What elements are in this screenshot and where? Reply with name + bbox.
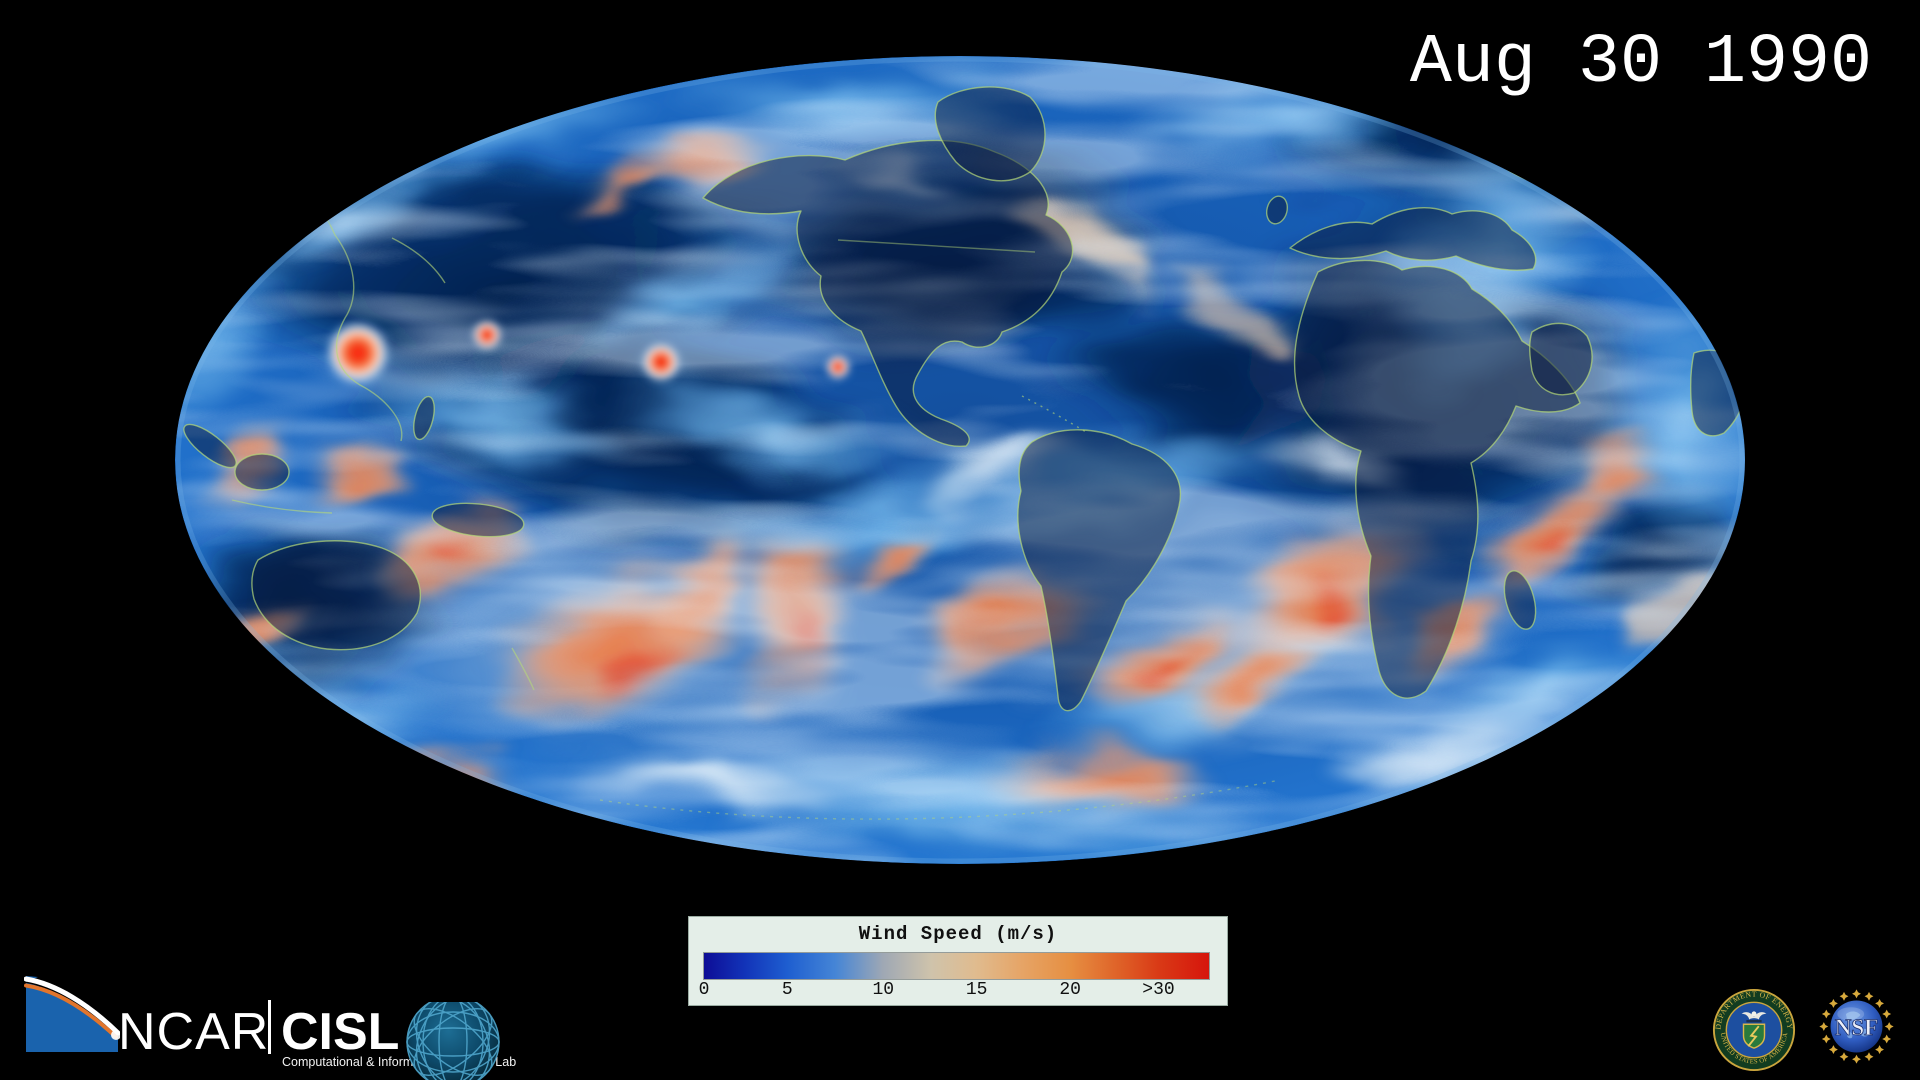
tick-label-20: 20: [1059, 980, 1081, 1000]
colorbar-legend: Wind Speed (m/s) 0 5 10 15 20 >30: [688, 916, 1228, 1006]
colorbar-gradient: [703, 952, 1210, 980]
colorbar-tick-row: 0 5 10 15 20 >30: [699, 980, 1209, 1004]
tick-label-0: 0: [698, 980, 710, 1000]
date-label: Aug 30 1990: [1409, 24, 1872, 103]
ncar-wordmark: NCAR: [118, 1003, 270, 1061]
doe-seal-icon: DEPARTMENT OF ENERGY UNITED STATES OF AM…: [1712, 988, 1796, 1072]
tick-label-10: 10: [872, 980, 895, 1000]
ncar-cisl-logo: NCAR CISL Computational & Information Sy…: [0, 968, 560, 1080]
wind-field: [175, 56, 1745, 864]
tick-label-5: 5: [781, 980, 793, 1000]
cisl-wordmark: CISL: [281, 1003, 400, 1061]
nsf-logo-icon: NSF: [1819, 989, 1894, 1064]
ncar-logo-mark-icon: [24, 976, 120, 1052]
tick-label-15: 15: [965, 980, 988, 1000]
nsf-label: NSF: [1835, 1014, 1879, 1040]
legend-title: Wind Speed (m/s): [858, 923, 1058, 945]
tick-label-30plus: >30: [1142, 980, 1175, 1000]
ncar-cisl-divider: [268, 1000, 271, 1054]
cisl-globe-icon: [406, 1002, 500, 1080]
tropical-cyclones: [324, 319, 851, 387]
